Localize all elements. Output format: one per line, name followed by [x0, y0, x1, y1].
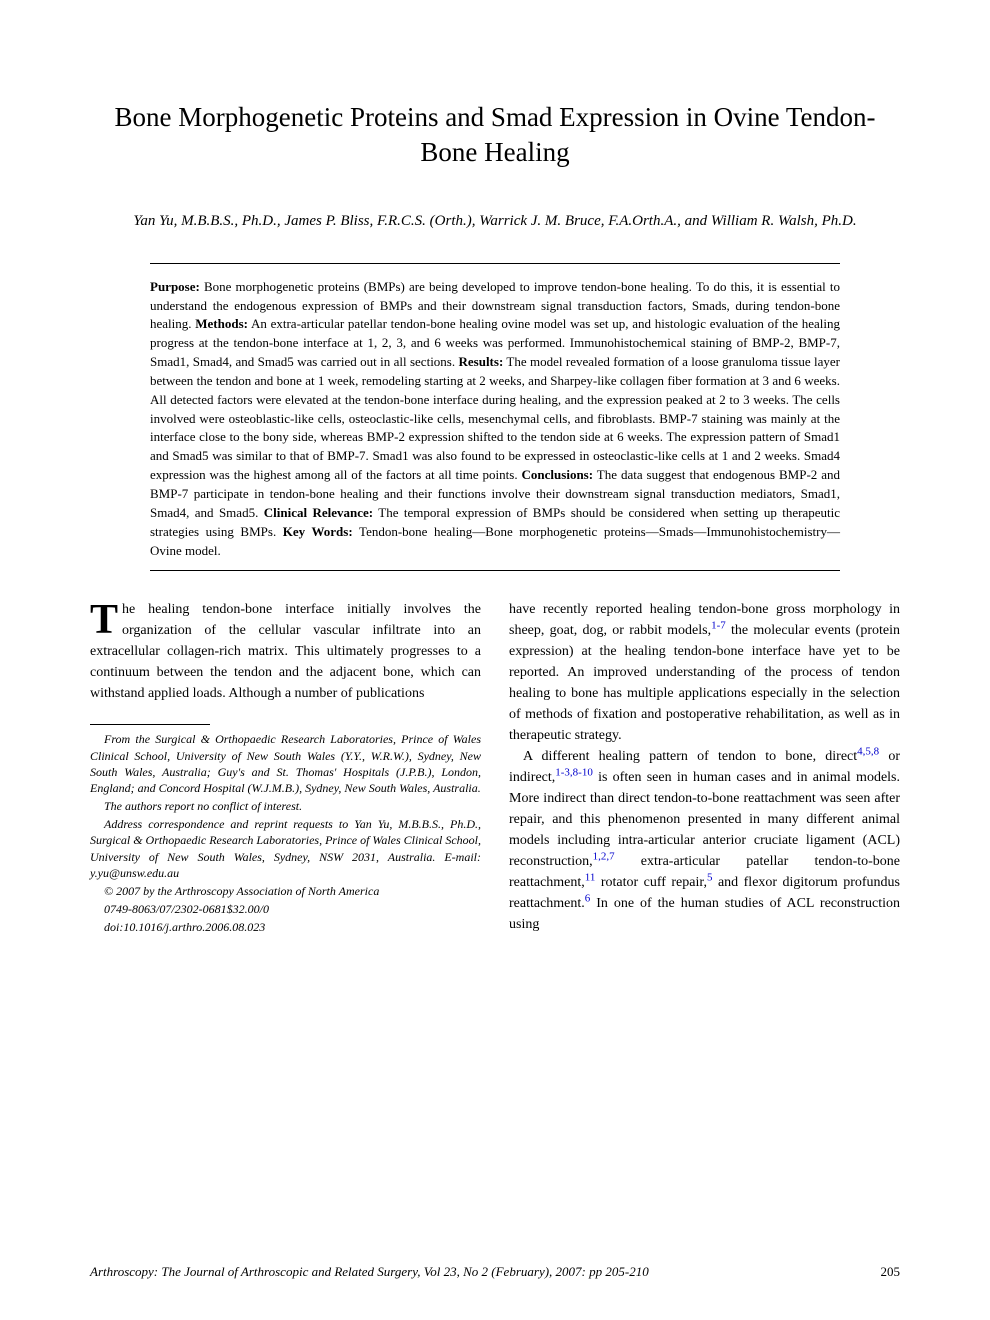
- methods-label: Methods:: [195, 316, 248, 331]
- intro-paragraph: The healing tendon-bone interface initia…: [90, 599, 481, 704]
- article-title: Bone Morphogenetic Proteins and Smad Exp…: [90, 100, 900, 170]
- results-text: The model revealed formation of a loose …: [150, 354, 840, 482]
- abstract-block: Purpose: Bone morphogenetic proteins (BM…: [150, 278, 840, 561]
- abstract-rule-bottom: [150, 570, 840, 571]
- journal-citation: Arthroscopy: The Journal of Arthroscopic…: [90, 1264, 649, 1280]
- dropcap: T: [90, 599, 122, 639]
- right-column: have recently reported healing tendon-bo…: [509, 599, 900, 937]
- footnote-copyright: © 2007 by the Arthroscopy Association of…: [90, 883, 481, 899]
- footnote-affiliation: From the Surgical & Orthopaedic Research…: [90, 731, 481, 796]
- page-number: 205: [881, 1264, 901, 1280]
- cite-ref[interactable]: 4,5,8: [857, 746, 879, 758]
- left-column: The healing tendon-bone interface initia…: [90, 599, 481, 937]
- cite-ref[interactable]: 1-7: [711, 620, 726, 632]
- cite-ref[interactable]: 11: [585, 872, 596, 884]
- results-label: Results:: [459, 354, 504, 369]
- footnote-block: From the Surgical & Orthopaedic Research…: [90, 731, 481, 935]
- body-columns: The healing tendon-bone interface initia…: [90, 599, 900, 937]
- clinical-label: Clinical Relevance:: [264, 505, 373, 520]
- article-authors: Yan Yu, M.B.B.S., Ph.D., James P. Bliss,…: [90, 210, 900, 233]
- cite-ref[interactable]: 1-3,8-10: [555, 767, 593, 779]
- footnote-issn: 0749-8063/07/2302-0681$32.00/0: [90, 901, 481, 917]
- keywords-label: Key Words:: [283, 524, 353, 539]
- footnote-conflict: The authors report no conflict of intere…: [90, 798, 481, 814]
- conclusions-label: Conclusions:: [522, 467, 594, 482]
- right-p1: have recently reported healing tendon-bo…: [509, 599, 900, 746]
- footnote-correspondence: Address correspondence and reprint reque…: [90, 816, 481, 881]
- purpose-label: Purpose:: [150, 279, 200, 294]
- footnote-doi: doi:10.1016/j.arthro.2006.08.023: [90, 919, 481, 935]
- cite-ref[interactable]: 1,2,7: [593, 851, 615, 863]
- abstract-rule-top: [150, 263, 840, 264]
- right-p2-e: rotator cuff repair,: [595, 875, 707, 890]
- intro-text: he healing tendon-bone interface initial…: [90, 602, 481, 701]
- page-footer: Arthroscopy: The Journal of Arthroscopic…: [90, 1264, 900, 1280]
- right-p1-b: the molecular events (protein expression…: [509, 623, 900, 743]
- right-p2: A different healing pattern of tendon to…: [509, 746, 900, 935]
- footnote-rule: [90, 724, 210, 725]
- right-p2-a: A different healing pattern of tendon to…: [523, 749, 857, 764]
